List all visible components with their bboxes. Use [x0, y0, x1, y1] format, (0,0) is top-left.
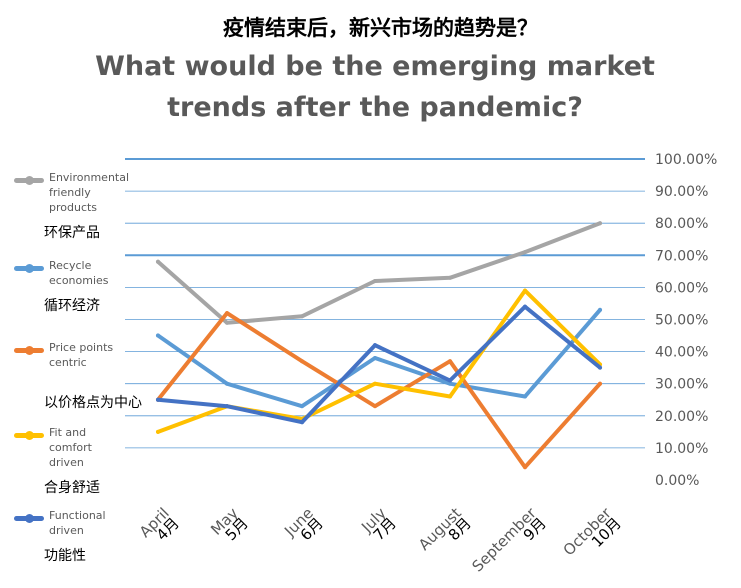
- data-point: [448, 378, 452, 383]
- data-point: [523, 250, 527, 255]
- legend-marker: [25, 514, 34, 523]
- y-tick-label: 100.00%: [655, 152, 717, 168]
- legend-label: Functional driven: [49, 509, 106, 537]
- data-point: [300, 404, 304, 409]
- legend-marker: [25, 431, 34, 440]
- data-point: [523, 465, 527, 470]
- data-point: [448, 275, 452, 280]
- data-point: [156, 259, 160, 264]
- data-point: [598, 221, 602, 226]
- data-point: [598, 381, 602, 386]
- data-point: [448, 394, 452, 399]
- legend-label: Price points centric: [49, 341, 114, 369]
- y-axis-tick-labels: 0.00% 10.00% 20.00% 30.00% 40.00% 50.00% 60.00…: [655, 152, 717, 489]
- data-point: [373, 343, 377, 348]
- data-point: [373, 381, 377, 386]
- data-point: [225, 311, 229, 316]
- data-point: [448, 359, 452, 364]
- series-line: [156, 311, 602, 470]
- data-point: [300, 314, 304, 319]
- legend-marker: [25, 346, 34, 355]
- data-point: [156, 333, 160, 338]
- data-point: [156, 429, 160, 434]
- legend-label-cn: 以价格点为中心: [44, 395, 142, 411]
- data-point: [598, 365, 602, 370]
- legend-label-cn: 环保产品: [44, 225, 100, 241]
- series-1: [156, 221, 602, 325]
- y-tick-label: 40.00%: [655, 345, 708, 361]
- legend-label-cn: 循环经济: [44, 298, 100, 314]
- y-tick-label: 0.00%: [655, 473, 699, 489]
- series-3: [156, 311, 602, 470]
- y-tick-label: 30.00%: [655, 377, 708, 393]
- data-point: [225, 381, 229, 386]
- data-point: [225, 320, 229, 325]
- data-point: [523, 304, 527, 309]
- series-line: [156, 221, 602, 325]
- data-point: [373, 278, 377, 283]
- y-tick-label: 50.00%: [655, 313, 708, 329]
- legend-marker: [25, 264, 34, 273]
- y-tick-label: 80.00%: [655, 216, 708, 232]
- data-point: [225, 404, 229, 409]
- data-point: [523, 288, 527, 293]
- series-line: [156, 307, 602, 409]
- series-2: [156, 307, 602, 409]
- legend-label-cn: 合身舒适: [44, 480, 100, 496]
- data-point: [448, 381, 452, 386]
- data-point: [300, 359, 304, 364]
- data-point: [373, 356, 377, 361]
- legend-marker: [25, 176, 34, 185]
- chart-title-chinese: 疫情结束后，新兴市场的趋势是？: [223, 16, 538, 40]
- y-tick-label: 10.00%: [655, 441, 708, 457]
- data-point: [523, 394, 527, 399]
- legend-label: Fit and comfort driven: [49, 426, 92, 469]
- series-lines: [156, 221, 602, 470]
- legend-label: Environmental friendly products: [49, 171, 130, 214]
- data-point: [598, 307, 602, 312]
- legend-label: Recycle economies: [49, 259, 109, 287]
- chart-title-english: What would be the emerging market trends…: [95, 51, 655, 123]
- y-tick-label: 90.00%: [655, 184, 708, 200]
- legend-label-cn: 功能性: [44, 548, 86, 564]
- y-tick-label: 20.00%: [655, 409, 708, 425]
- series-5: [156, 304, 602, 425]
- y-tick-label: 70.00%: [655, 248, 708, 264]
- y-tick-label: 60.00%: [655, 280, 708, 296]
- data-point: [373, 404, 377, 409]
- data-point: [156, 397, 160, 402]
- data-point: [300, 420, 304, 425]
